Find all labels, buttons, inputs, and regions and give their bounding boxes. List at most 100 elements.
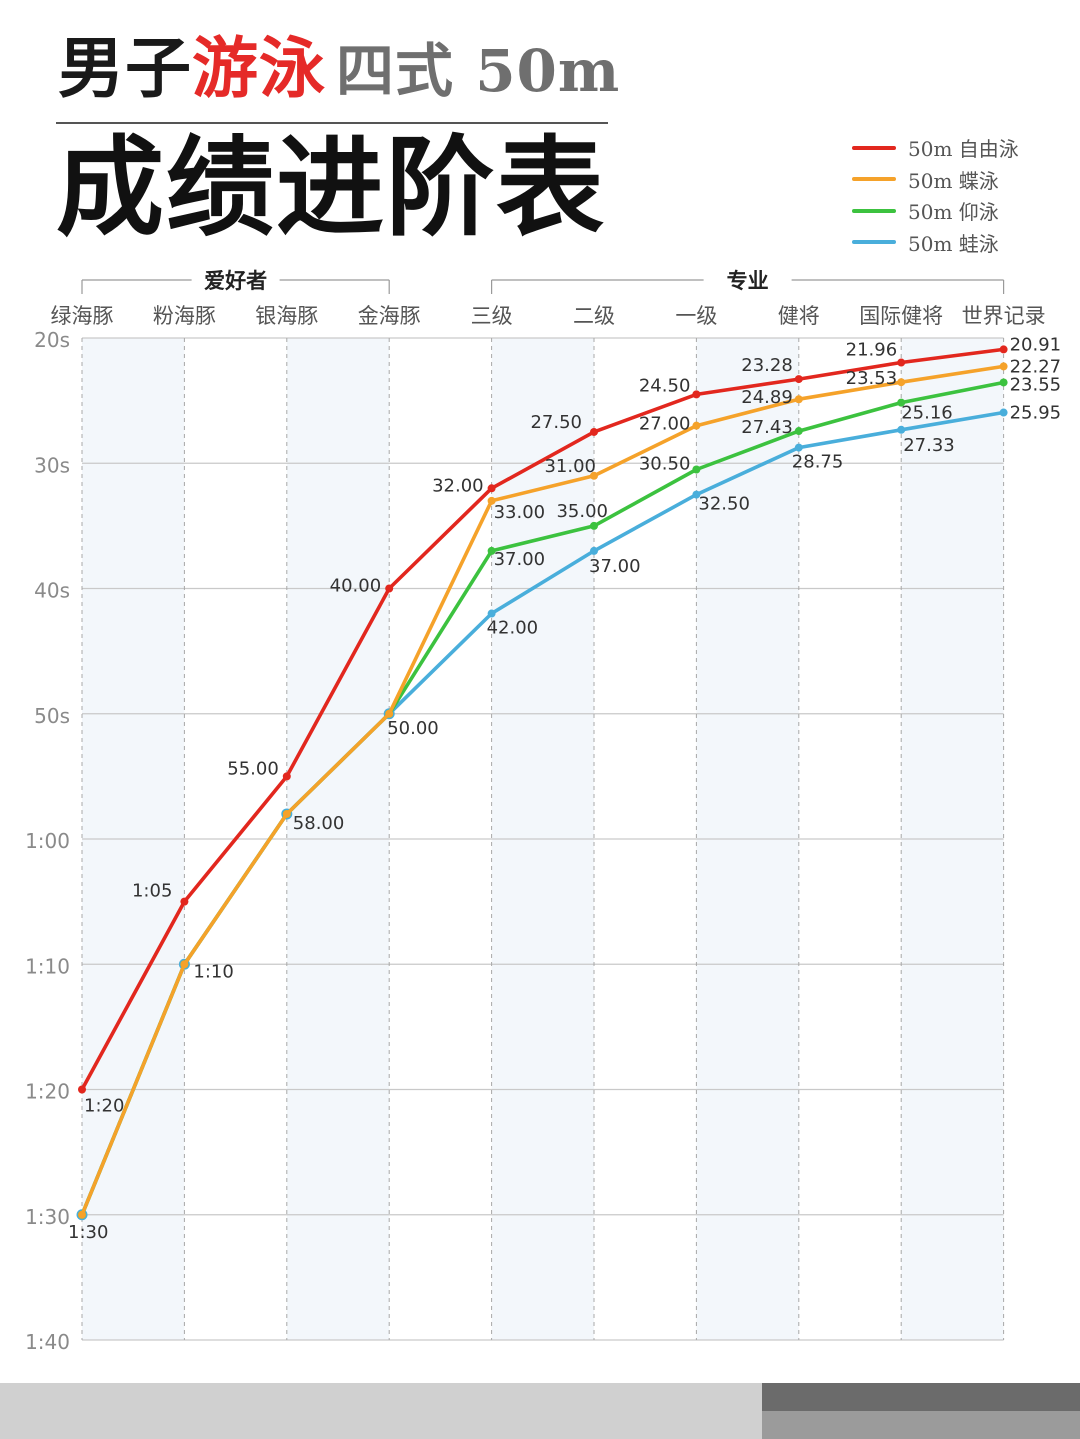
data-point-freestyle — [897, 358, 906, 367]
y-tick-label: 30s — [34, 453, 70, 477]
legend-label-freestyle: 50m 自由泳 — [908, 137, 1019, 162]
data-point-backstroke — [999, 378, 1008, 387]
data-point-freestyle — [794, 375, 803, 384]
data-label-butterfly: 33.00 — [494, 502, 546, 523]
data-label-freestyle: 23.28 — [741, 355, 793, 376]
data-label-breaststroke: 1:30 — [68, 1222, 108, 1243]
data-point-backstroke — [692, 465, 701, 474]
y-tick-label: 20s — [34, 328, 70, 352]
legend-line-butterfly — [852, 177, 896, 182]
data-label-backstroke: 35.00 — [556, 501, 608, 522]
bottom-bar-dark — [762, 1383, 1080, 1411]
data-label-breaststroke: 25.95 — [1010, 403, 1062, 424]
data-label-butterfly: 31.00 — [544, 456, 596, 477]
title-men: 男子 — [58, 30, 192, 107]
data-label-butterfly: 23.53 — [846, 368, 898, 389]
data-point-backstroke — [794, 427, 803, 436]
data-label-freestyle: 21.96 — [846, 340, 898, 361]
data-label-butterfly: 22.27 — [1010, 356, 1062, 377]
x-category-label: 一级 — [675, 304, 717, 328]
legend-line-backstroke — [852, 208, 896, 213]
x-category-label: 绿海豚 — [51, 304, 114, 328]
data-label-backstroke: 37.00 — [494, 549, 546, 570]
data-label-backstroke: 25.16 — [901, 403, 953, 424]
y-tick-label: 1:30 — [25, 1205, 70, 1229]
x-category-label: 银海豚 — [255, 304, 318, 328]
data-point-butterfly — [282, 809, 291, 818]
data-point-breaststroke — [692, 490, 701, 499]
title-divider — [56, 122, 608, 124]
data-label-backstroke: 27.43 — [741, 417, 793, 438]
data-point-freestyle — [692, 390, 701, 399]
data-point-butterfly — [897, 378, 906, 387]
data-label-breaststroke: 50.00 — [387, 718, 439, 739]
legend-label-butterfly: 50m 蝶泳 — [908, 168, 999, 193]
x-category-label: 金海豚 — [358, 304, 421, 328]
x-category-label: 三级 — [471, 304, 513, 328]
legend: 50m 自由泳 50m 蝶泳 50m 仰泳 50m 蛙泳 — [852, 132, 1019, 258]
progression-chart: 20s 30s 40s 50s 1:00 1:10 1:20 1:30 1:40 绿海豚 粉海豚 银海… — [25, 269, 1062, 1354]
data-point-butterfly — [590, 471, 598, 480]
data-label-backstroke: 23.55 — [1010, 374, 1062, 395]
data-point-freestyle — [999, 345, 1008, 354]
data-label-freestyle: 1:05 — [132, 881, 172, 902]
y-tick-label: 1:00 — [25, 829, 70, 853]
x-category-label: 健将 — [778, 304, 820, 328]
data-point-butterfly — [999, 362, 1008, 371]
data-point-freestyle — [487, 484, 496, 493]
y-tick-label: 1:20 — [25, 1080, 70, 1104]
data-label-breaststroke: 42.00 — [487, 618, 539, 639]
legend-label-breaststroke: 50m 蛙泳 — [908, 231, 999, 256]
legend-item-backstroke: 50m 仰泳 — [852, 195, 1019, 227]
y-tick-label: 1:10 — [25, 954, 70, 978]
data-point-breaststroke — [897, 425, 906, 434]
title-swimming: 游泳 — [192, 30, 326, 107]
title-line-1: 男子游泳 四式 50m — [58, 36, 620, 102]
data-label-freestyle: 40.00 — [330, 576, 382, 597]
legend-line-freestyle — [852, 145, 896, 150]
data-label-freestyle: 27.50 — [530, 412, 582, 433]
data-point-breaststroke — [590, 546, 598, 555]
data-point-breaststroke — [794, 443, 803, 452]
legend-item-freestyle: 50m 自由泳 — [852, 132, 1019, 164]
series-line-freestyle — [80, 347, 1006, 1092]
data-label-freestyle: 1:20 — [84, 1096, 124, 1117]
data-label-breaststroke: 27.33 — [903, 435, 955, 456]
x-category-label: 世界记录 — [962, 304, 1046, 328]
title-subtitle: 四式 50m — [336, 37, 621, 105]
data-label-breaststroke: 28.75 — [792, 452, 844, 473]
data-point-butterfly — [78, 1210, 86, 1219]
x-category-label: 二级 — [573, 304, 615, 328]
group-label: 专业 — [727, 269, 769, 293]
legend-item-butterfly: 50m 蝶泳 — [852, 164, 1019, 196]
data-point-freestyle — [282, 772, 291, 781]
data-label-butterfly: 24.89 — [741, 387, 793, 408]
data-label-breaststroke: 1:10 — [193, 961, 233, 982]
data-label-freestyle: 24.50 — [639, 375, 691, 396]
data-point-butterfly — [794, 395, 803, 404]
data-point-butterfly — [487, 496, 496, 505]
y-tick-label: 1:40 — [25, 1330, 70, 1354]
data-point-butterfly — [385, 709, 394, 718]
series-line-butterfly — [80, 364, 1006, 1217]
data-point-butterfly — [692, 421, 701, 430]
data-point-backstroke — [897, 398, 906, 407]
y-tick-label: 40s — [34, 579, 70, 603]
legend-line-breaststroke — [852, 240, 896, 245]
data-label-breaststroke: 32.50 — [698, 494, 750, 515]
data-label-breaststroke: 58.00 — [293, 813, 345, 834]
title-line-2: 成绩进阶表 — [56, 126, 607, 251]
legend-label-backstroke: 50m 仰泳 — [908, 200, 999, 225]
data-label-backstroke: 30.50 — [639, 454, 691, 475]
data-point-backstroke — [487, 546, 496, 555]
x-category-label: 国际健将 — [859, 304, 943, 328]
data-point-freestyle — [385, 584, 394, 593]
data-point-butterfly — [180, 960, 189, 969]
data-label-freestyle: 20.91 — [1010, 334, 1062, 355]
bottom-bar-mid — [762, 1411, 1080, 1439]
data-point-backstroke — [590, 521, 598, 530]
data-label-freestyle: 32.00 — [432, 475, 484, 496]
y-tick-label: 50s — [34, 704, 70, 728]
x-category-label: 粉海豚 — [153, 304, 216, 328]
data-point-breaststroke — [999, 408, 1008, 417]
